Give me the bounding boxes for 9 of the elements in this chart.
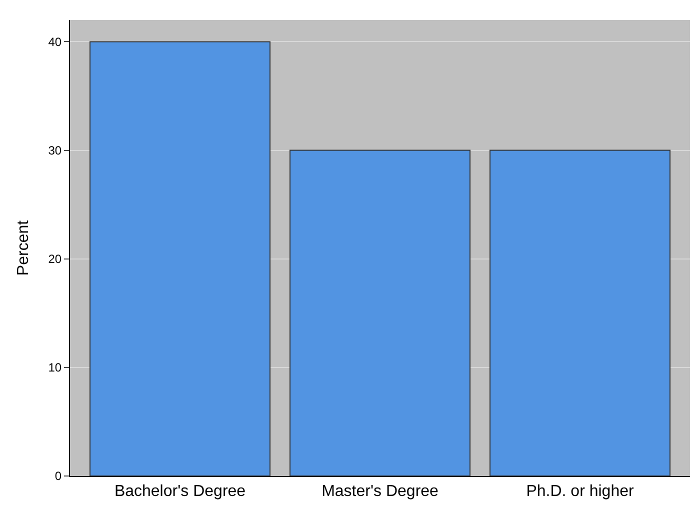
x-tick-label: Ph.D. or higher	[526, 483, 634, 500]
y-tick-label: 0	[54, 469, 62, 484]
y-axis-title: Percent	[15, 220, 32, 276]
x-tick-label: Bachelor's Degree	[114, 483, 246, 500]
y-tick-label: 30	[48, 143, 62, 158]
x-tick-label: Master's Degree	[322, 483, 439, 500]
y-tick-label: 10	[48, 360, 62, 375]
y-tick-label: 20	[48, 252, 62, 266]
y-tick-label: 40	[48, 34, 62, 49]
